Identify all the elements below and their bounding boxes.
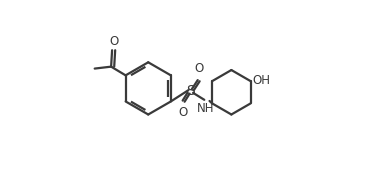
Text: O: O bbox=[178, 106, 188, 119]
Text: OH: OH bbox=[252, 74, 270, 87]
Text: O: O bbox=[109, 35, 118, 48]
Text: O: O bbox=[195, 62, 204, 75]
Text: NH: NH bbox=[197, 102, 214, 115]
Text: S: S bbox=[187, 84, 195, 98]
